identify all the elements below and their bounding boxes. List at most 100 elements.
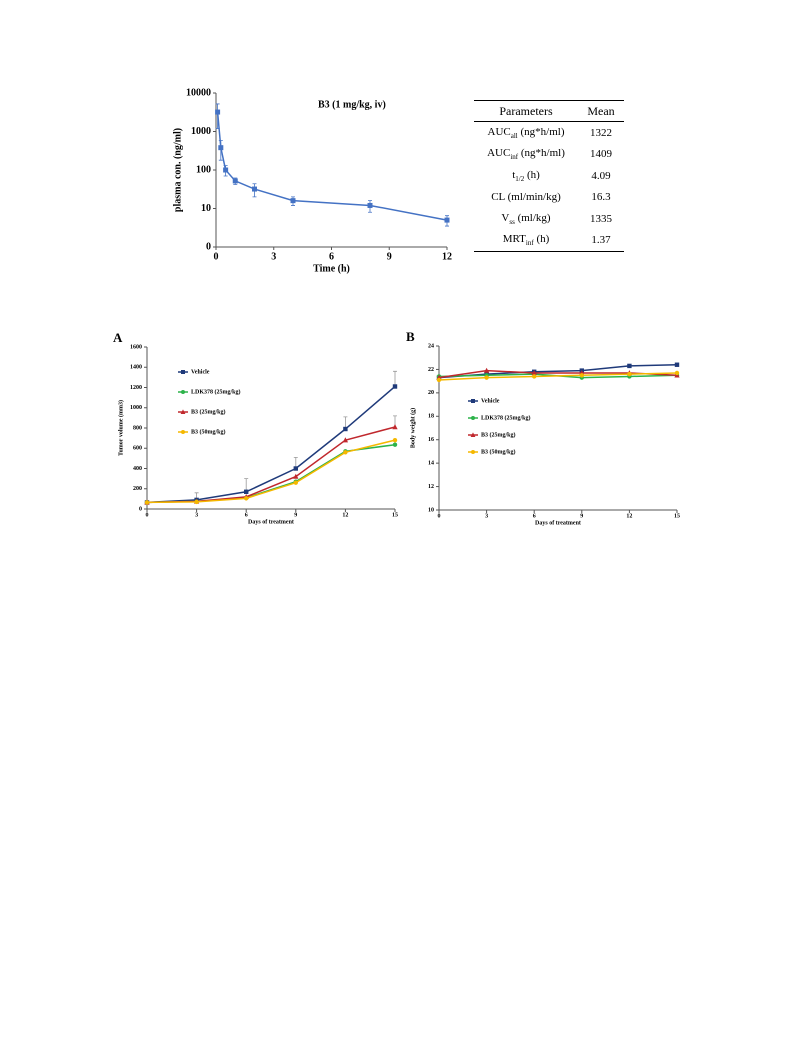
marker: [343, 450, 348, 455]
y-tick-label: 16: [428, 437, 434, 443]
x-tick-label: 15: [674, 513, 680, 519]
marker: [531, 370, 537, 376]
x-tick-label: 15: [392, 512, 398, 518]
marker: [290, 198, 296, 204]
y-tick-label: 1200: [130, 385, 142, 391]
param-cell: Vss (ml/kg): [474, 212, 578, 226]
param-sub: 1/2: [515, 174, 525, 183]
y-axis-label: Body weight (g): [409, 408, 416, 448]
error-bar: [393, 370, 397, 387]
y-axis-label: plasma con. (ng/ml): [172, 128, 183, 212]
param-cell: AUCinf (ng*h/ml): [474, 147, 578, 161]
y-tick-label: 18: [428, 414, 434, 420]
marker: [223, 167, 229, 173]
param-sub: inf: [510, 153, 519, 162]
param-sub: inf: [525, 239, 534, 248]
param-unit: (ng*h/ml): [518, 147, 565, 160]
marker: [180, 409, 186, 414]
param-cell: t1/2 (h): [474, 169, 578, 183]
marker: [392, 384, 398, 389]
pk-table: Parameters Mean AUCall (ng*h/ml) 1322 AUCi…: [474, 100, 624, 252]
y-tick-label: 10: [201, 203, 211, 214]
marker: [181, 430, 185, 434]
table-row: CL (ml/min/kg) 16.3: [474, 187, 624, 209]
x-tick-label: 6: [533, 513, 536, 519]
marker: [392, 424, 398, 430]
series-line: [146, 385, 396, 504]
marker: [436, 377, 442, 383]
marker: [627, 363, 632, 369]
marker: [627, 371, 632, 377]
series: [436, 370, 680, 383]
y-tick-label: 600: [133, 446, 142, 452]
param-sub: ss: [509, 217, 515, 226]
y-tick-label: 200: [133, 486, 142, 492]
marker: [194, 499, 199, 505]
value-cell: 1409: [590, 148, 612, 161]
param-cell: MRTinf (h): [474, 233, 578, 247]
marker: [471, 450, 475, 454]
series: [144, 437, 398, 505]
y-axis-label: Tumor volume (mm3): [117, 400, 124, 456]
x-axis-label: Time (h): [313, 263, 350, 274]
x-tick-label: 3: [271, 251, 276, 262]
y-tick-label: 10000: [186, 87, 211, 98]
marker: [471, 399, 475, 403]
y-tick-label: 800: [133, 425, 142, 431]
series-line: [146, 443, 396, 504]
y-tick-label: 10: [428, 507, 434, 513]
series: [144, 442, 398, 505]
x-tick-label: 6: [329, 251, 334, 262]
marker: [532, 374, 537, 379]
table-row: Vss (ml/kg) 1335: [474, 208, 624, 230]
marker: [367, 202, 373, 208]
x-tick-label: 12: [442, 251, 452, 262]
series-line: [438, 372, 678, 381]
y-tick-label: 1600: [130, 344, 142, 350]
legend-label: Vehicle: [481, 398, 500, 404]
y-tick-label: 0: [206, 241, 211, 252]
marker: [293, 473, 299, 479]
param-cell: AUCall (ng*h/ml): [474, 126, 578, 140]
series: [215, 103, 450, 227]
y-tick-label: 100: [196, 164, 211, 175]
x-tick-label: 6: [245, 512, 248, 518]
y-tick-label: 1400: [130, 365, 142, 371]
param-sub: all: [510, 131, 518, 140]
param-cell: CL (ml/min/kg): [474, 191, 578, 203]
value-cell: 1335: [590, 212, 612, 225]
marker: [674, 362, 680, 367]
table-row: AUCinf (ng*h/ml) 1409: [474, 144, 624, 166]
y-tick-label: 400: [133, 466, 142, 472]
legend-label: Vehicle: [191, 369, 210, 375]
param-unit: (ml/kg): [514, 211, 551, 224]
table-row: t1/2 (h) 4.09: [474, 165, 624, 187]
legend-label: B3 (25mg/kg): [191, 408, 226, 415]
header-cell: Parameters: [499, 103, 553, 118]
x-tick-label: 3: [195, 512, 198, 518]
param-name: AUC: [487, 125, 511, 138]
y-tick-label: 12: [428, 484, 434, 490]
series: [436, 362, 680, 380]
marker: [181, 370, 185, 374]
marker: [392, 442, 398, 447]
param-unit: (ng*h/ml): [517, 125, 565, 138]
y-tick-label: 1000: [130, 405, 142, 411]
marker: [218, 145, 224, 151]
panel-label: B: [406, 329, 415, 344]
x-axis-label: Days of treatment: [535, 521, 581, 527]
value-cell: 4.09: [591, 169, 611, 182]
y-tick-label: 1000: [191, 126, 211, 137]
x-axis-label: Days of treatment: [248, 520, 294, 526]
y-tick-label: 14: [428, 461, 434, 467]
legend-label: LDK378 (25mg/kg): [191, 388, 241, 395]
y-tick-label: 0: [139, 506, 142, 512]
legend-label: B3 (25mg/kg): [481, 431, 516, 438]
panel-label: A: [113, 330, 123, 345]
param-name: t: [512, 168, 516, 181]
param-name: AUC: [487, 147, 511, 160]
y-tick-label: 20: [428, 390, 434, 396]
marker: [343, 426, 348, 432]
